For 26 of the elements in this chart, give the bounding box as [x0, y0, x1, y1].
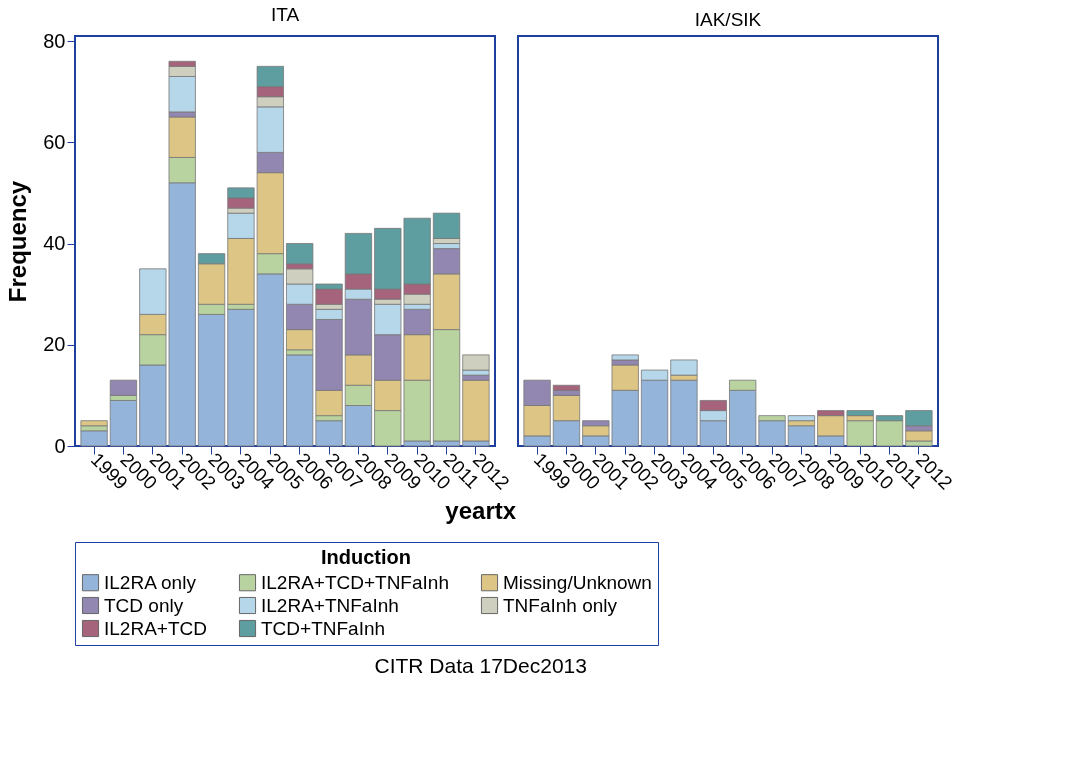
y-tick-label: 60 [43, 130, 66, 153]
bar [787, 415, 816, 422]
legend-label: TCD only [104, 594, 184, 616]
y-tick-label: 40 [43, 232, 66, 255]
legend-label: IL2RA only [104, 571, 197, 593]
x-axis-title: yeartx [445, 496, 517, 524]
legend-label: IL2RA+TCD+TNFaInh [261, 571, 449, 593]
bar [109, 399, 138, 447]
legend-title: Induction [321, 546, 411, 568]
legend-label: TCD+TNFaInh [261, 617, 386, 639]
bar [80, 430, 108, 447]
chart-title: IAK/SIK [694, 9, 762, 30]
y-axis-title: Frequency [4, 180, 32, 303]
legend-label: IL2RA+TCD [104, 617, 207, 639]
bar [80, 420, 108, 427]
y-tick-label: 80 [43, 29, 66, 52]
text: CITR Data 17Dec2013 [374, 653, 587, 677]
bar [905, 410, 933, 427]
legend-label: IL2RA+TNFaInh [261, 594, 399, 616]
chart-title: ITA [270, 4, 300, 26]
legend-label: TNFaInh only [503, 594, 618, 616]
bar [285, 243, 314, 265]
y-tick-label: 0 [54, 434, 66, 457]
y-tick-label: 20 [43, 333, 66, 356]
legend-label: Missing/Unknown [503, 571, 652, 593]
bar [787, 425, 816, 447]
